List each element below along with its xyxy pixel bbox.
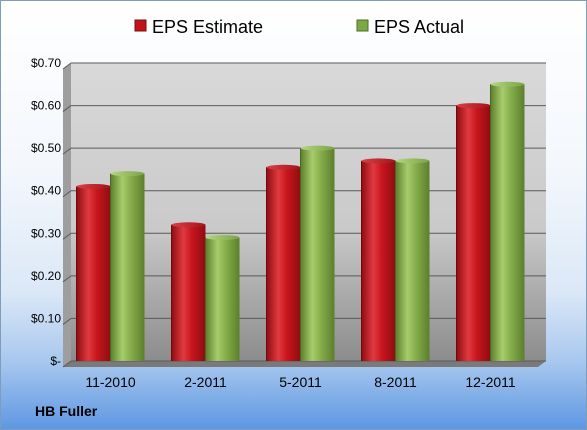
bar-top (361, 158, 396, 164)
gridline-diag (62, 360, 72, 368)
gridline-diag (62, 232, 72, 240)
bar-estimate (76, 183, 111, 361)
bar-face (456, 105, 491, 361)
bar-top (490, 81, 525, 87)
x-tick-label: 11-2010 (85, 374, 136, 390)
x-tick-label: 5-2011 (279, 374, 322, 390)
gridline-diag (62, 318, 72, 325)
bar-estimate (361, 158, 396, 361)
bar-face (300, 148, 335, 361)
bar-face (171, 224, 206, 361)
x-axis: 11-2010 2-2011 5-2011 8-2011 12-2011 (85, 374, 516, 390)
gridline-diag (62, 275, 72, 283)
x-tick-label: 8-2011 (374, 374, 417, 390)
plot-side-wall (63, 63, 71, 367)
bar-face (266, 167, 301, 361)
bar-face (395, 160, 430, 361)
y-tick-label: $0.20 (31, 269, 61, 283)
y-tick-label: $0.70 (31, 56, 61, 70)
bar-actual (205, 235, 240, 361)
gridline-diag (62, 147, 72, 155)
bar-face (76, 186, 111, 361)
bar-top (76, 183, 111, 189)
bar-top (171, 222, 206, 228)
bar-top (456, 103, 491, 109)
legend-label-estimate: EPS Estimate (152, 17, 263, 37)
bar-face (490, 84, 525, 362)
gridline-diag (62, 190, 72, 198)
bar-top (205, 235, 240, 241)
gridline-diag (62, 62, 72, 70)
bar-top (266, 164, 301, 170)
gridline-diag (62, 105, 72, 112)
y-tick-label: $0.50 (31, 141, 61, 155)
y-tick-label: $- (50, 354, 61, 368)
company-label: HB Fuller (35, 403, 98, 419)
bar-face (361, 160, 396, 361)
bar-estimate (171, 222, 206, 361)
bar-estimate (266, 164, 301, 361)
y-axis: $- $0.10 $0.20 $0.30 $0.40 $0.50 $0.60 $0.70 (31, 56, 61, 368)
bar-actual (110, 171, 145, 361)
x-tick-label: 12-2011 (465, 374, 516, 390)
plot-floor (63, 361, 546, 367)
y-tick-label: $0.40 (31, 184, 61, 198)
legend-swatch-estimate (134, 19, 147, 32)
bar-actual (300, 145, 335, 361)
chart-legend: EPS Estimate EPS Actual (134, 17, 464, 37)
y-tick-label: $0.10 (31, 311, 61, 325)
legend-label-actual: EPS Actual (374, 17, 464, 37)
bar-top (395, 158, 430, 164)
bar-face (205, 237, 240, 361)
bar-actual (490, 81, 525, 362)
bar-estimate (456, 103, 491, 361)
bars (76, 81, 525, 362)
y-tick-label: $0.30 (31, 226, 61, 240)
bar-actual (395, 158, 430, 361)
y-tick-label: $0.60 (31, 99, 61, 113)
x-tick-label: 2-2011 (184, 374, 227, 390)
bar-face (110, 173, 145, 361)
legend-swatch-actual (356, 19, 369, 32)
bar-top (300, 145, 335, 151)
bar-top (110, 171, 145, 177)
